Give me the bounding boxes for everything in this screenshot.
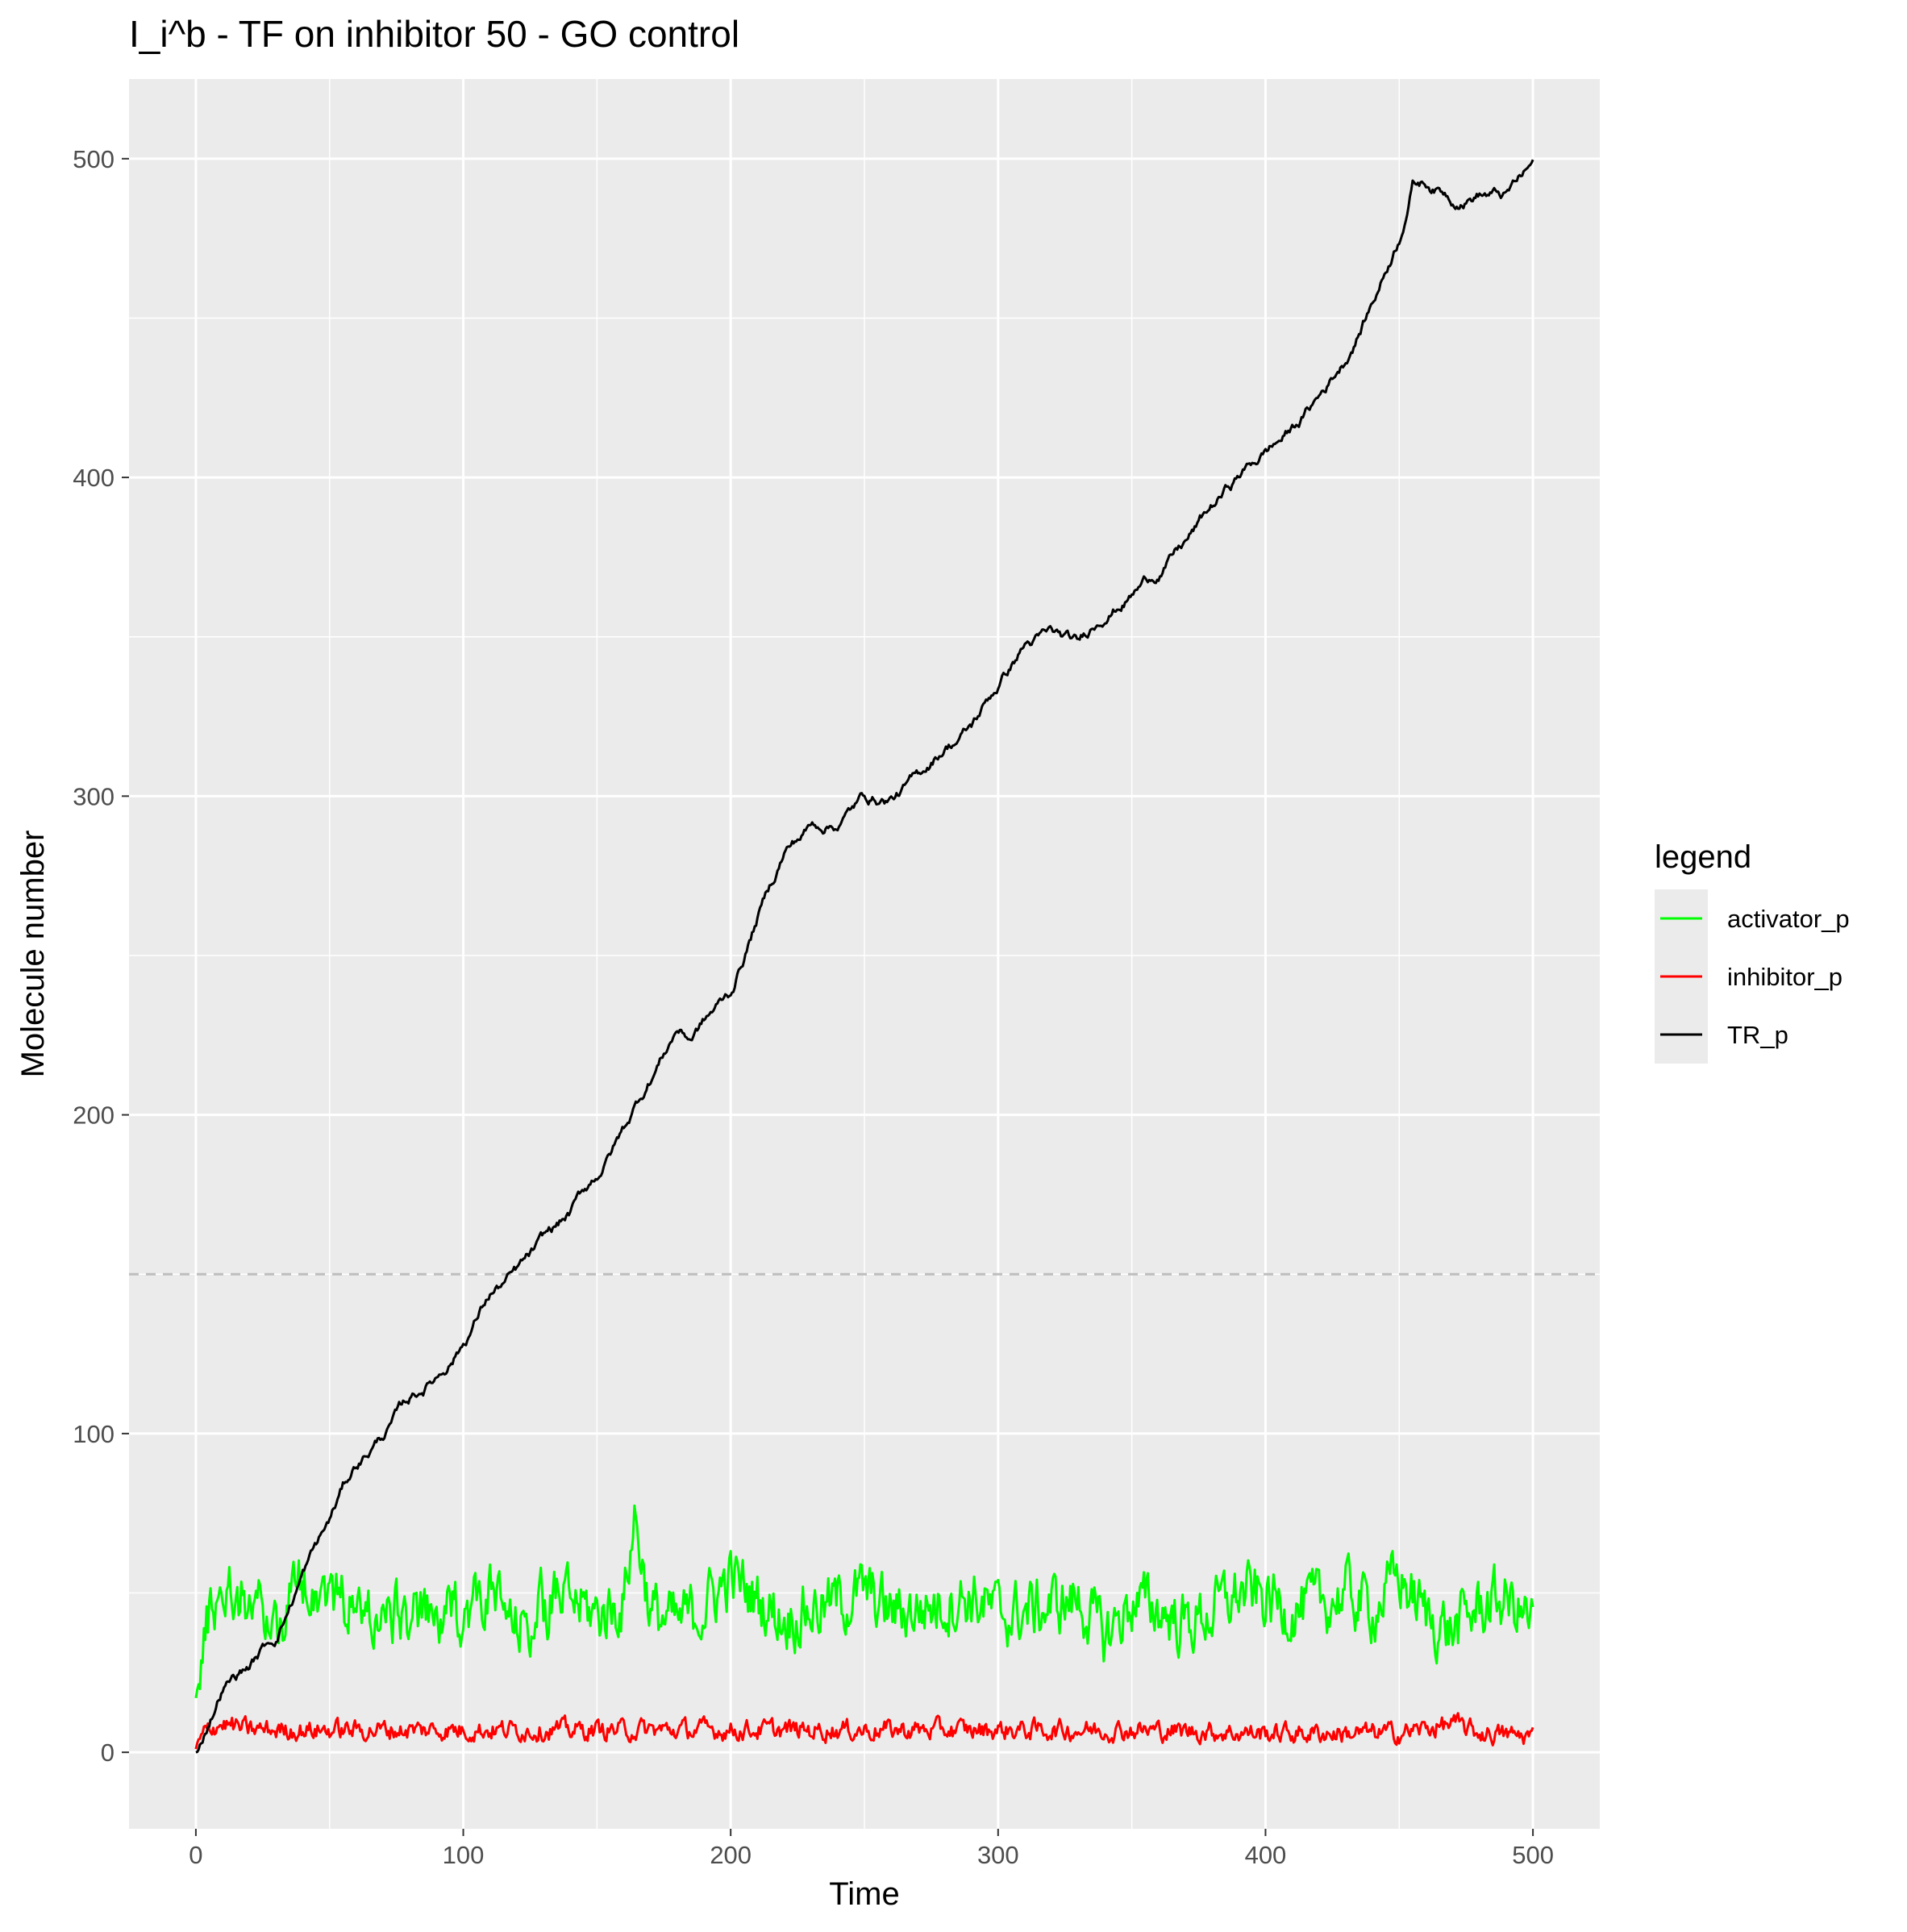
y-tick-label: 0 — [101, 1738, 115, 1767]
y-tick-label: 500 — [73, 145, 115, 173]
series-line-activator_p — [194, 1504, 1534, 1699]
gridlines — [129, 79, 1600, 1829]
legend: legend activator_p inhibitor_p TR_p — [1655, 839, 1850, 1064]
x-tick-label: 400 — [1245, 1841, 1287, 1869]
chart-title: I_i^b - TF on inhibitor 50 - GO control — [129, 13, 739, 55]
y-axis-title: Molecule number — [15, 831, 51, 1078]
x-tick-label: 200 — [710, 1841, 752, 1869]
y-tick-label: 100 — [73, 1420, 115, 1448]
y-tick-label: 400 — [73, 464, 115, 492]
series-line-TR_p — [195, 159, 1534, 1754]
x-tick-label: 100 — [443, 1841, 485, 1869]
x-axis-title: Time — [829, 1876, 899, 1912]
legend-label-TR_p: TR_p — [1727, 1021, 1788, 1049]
series-layer — [194, 159, 1534, 1754]
axes: 0 100 200 300 400 500 0 100 200 300 400 500 — [73, 145, 1554, 1869]
y-tick-label: 200 — [73, 1101, 115, 1130]
x-tick-label: 300 — [977, 1841, 1019, 1869]
legend-label-inhibitor_p: inhibitor_p — [1727, 963, 1842, 991]
series-line-inhibitor_p — [194, 1712, 1534, 1750]
legend-label-activator_p: activator_p — [1727, 905, 1850, 933]
x-tick-label: 500 — [1512, 1841, 1554, 1869]
legend-keys: activator_p inhibitor_p TR_p — [1655, 889, 1850, 1064]
y-tick-label: 300 — [73, 782, 115, 810]
x-tick-label: 0 — [189, 1841, 202, 1869]
legend-title: legend — [1655, 839, 1751, 875]
